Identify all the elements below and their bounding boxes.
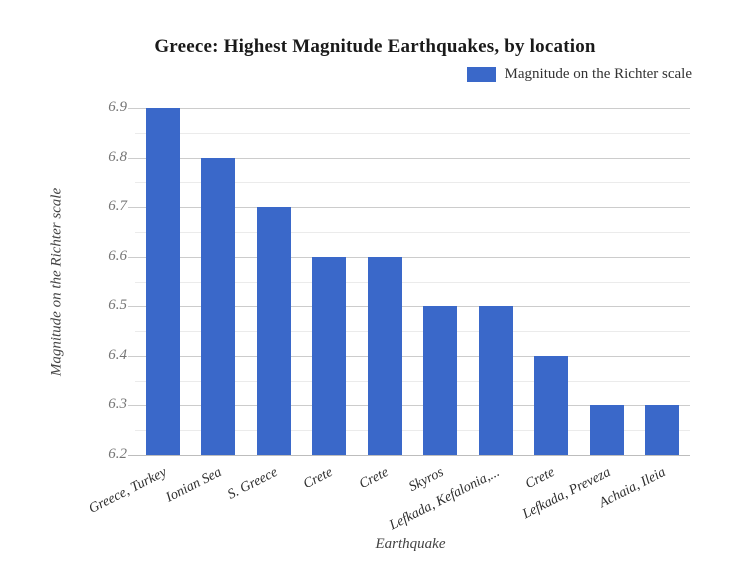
bar-ionian-sea[interactable] [201, 157, 236, 455]
major-gridline [128, 306, 690, 308]
minor-gridline [135, 182, 690, 184]
major-gridline [128, 157, 690, 159]
minor-gridline [135, 231, 690, 233]
y-tick-label: 6.3 [108, 396, 127, 413]
minor-gridline [135, 430, 690, 432]
bar-lefkada-kefalonia[interactable] [478, 306, 513, 455]
legend-swatch [466, 67, 496, 82]
y-tick-label: 6.5 [108, 297, 127, 314]
y-tick-label: 6.7 [108, 198, 127, 215]
major-gridline [128, 405, 690, 407]
major-gridline [128, 256, 690, 258]
bar-lefkada-preveza[interactable] [589, 405, 624, 455]
major-gridline [128, 455, 690, 456]
minor-gridline [135, 331, 690, 333]
chart-title: Greece: Highest Magnitude Earthquakes, b… [154, 36, 596, 57]
y-tick-label: 6.9 [108, 99, 127, 115]
bar-achaia-ileia[interactable] [645, 405, 680, 455]
y-tick-label: 6.4 [108, 346, 127, 363]
y-axis-title: Magnitude on the Richter scale [48, 187, 65, 376]
y-tick-label: 6.8 [108, 148, 127, 165]
bar-crete[interactable] [367, 256, 402, 455]
x-axis-title: Earthquake [375, 536, 446, 552]
y-tick-label: 6.2 [108, 446, 127, 462]
bar-crete[interactable] [312, 256, 347, 455]
bar-skyros[interactable] [423, 306, 458, 455]
major-gridline [128, 108, 690, 109]
y-tick-label: 6.6 [108, 247, 127, 264]
major-gridline [128, 207, 690, 209]
legend-item[interactable]: Magnitude on the Richter scale [466, 66, 692, 83]
major-gridline [128, 355, 690, 357]
plot-area [128, 108, 690, 456]
bar-s-greece[interactable] [256, 207, 291, 455]
minor-gridline [135, 281, 690, 283]
bar-crete[interactable] [534, 355, 569, 455]
minor-gridline [135, 132, 690, 134]
minor-gridline [135, 380, 690, 382]
legend-label: Magnitude on the Richter scale [504, 66, 692, 82]
bar-greece-turkey[interactable] [145, 108, 180, 455]
